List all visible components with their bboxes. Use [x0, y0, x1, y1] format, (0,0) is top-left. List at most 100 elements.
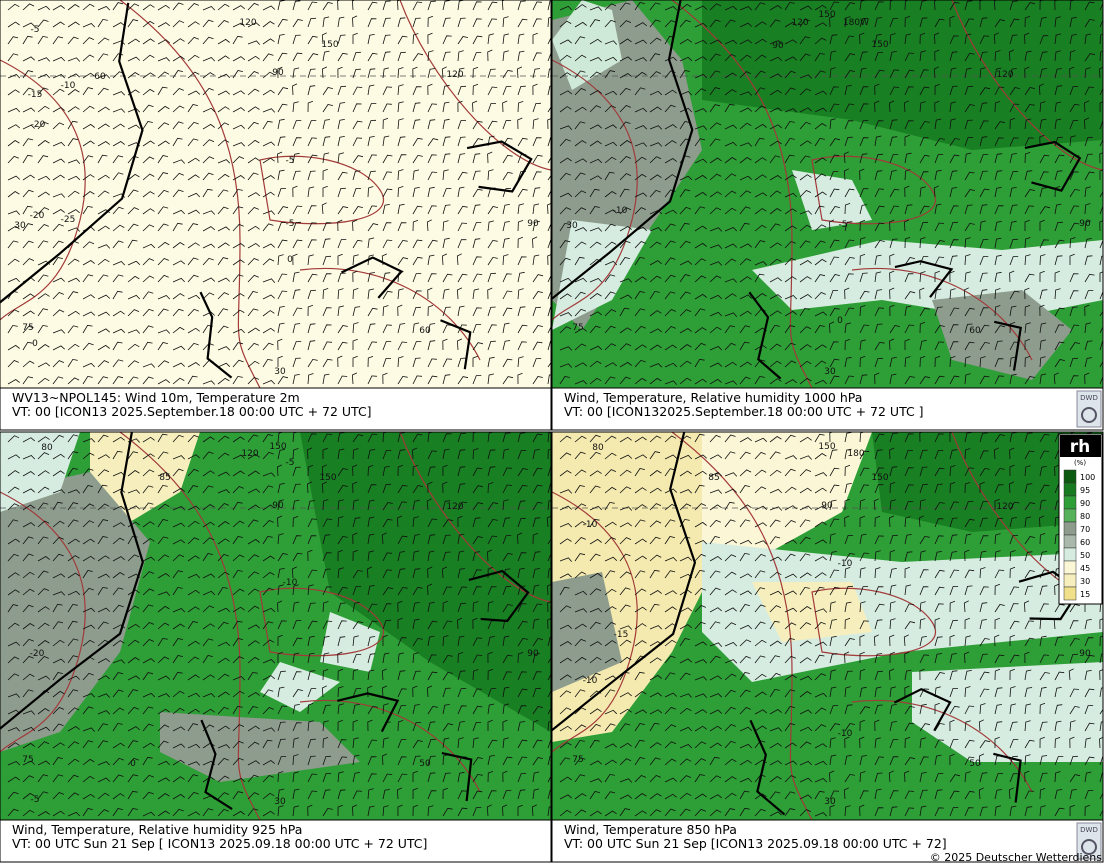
legend-swatch — [1064, 483, 1076, 496]
contour-label: 90 — [821, 501, 833, 511]
contour-label: 150 — [818, 442, 835, 452]
contour-label: 90 — [527, 219, 539, 229]
contour-label: 0 — [130, 759, 136, 769]
contour-label: 30 — [824, 797, 836, 807]
contour-label: 180 — [847, 449, 864, 459]
legend-tick: 70 — [1080, 525, 1090, 534]
contour-label: -5 — [286, 219, 295, 229]
contour-label: 150 — [871, 40, 888, 50]
contour-label: 150 — [321, 40, 338, 50]
contour-label: 30 — [274, 367, 286, 377]
contour-label: 75 — [22, 323, 33, 333]
contour-label: 0 — [837, 316, 843, 326]
legend-tick: 100 — [1080, 473, 1095, 482]
legend-swatch — [1064, 535, 1076, 548]
contour-label: 50 — [419, 759, 431, 769]
contour-label: 90 — [772, 41, 784, 51]
contour-label: -10 — [283, 578, 298, 588]
contour-label: 90 — [1079, 219, 1091, 229]
contour-label: -25 — [61, 215, 76, 225]
map-area — [0, 0, 558, 388]
caption-line: VT: 00 UTC Sun 21 Sep [ICON13 2025.09.18… — [564, 836, 947, 851]
map-area — [552, 431, 1104, 820]
legend-tick: 30 — [1080, 577, 1090, 586]
contour-label: -5 — [839, 220, 848, 230]
contour-label: 80 — [592, 443, 604, 453]
contour-label: -10 — [838, 729, 853, 739]
contour-label: 80 — [41, 443, 53, 453]
legend-tick: 60 — [1080, 538, 1090, 547]
contour-label: -10 — [613, 206, 628, 216]
contour-label: 0 — [32, 339, 38, 349]
contour-label: 60 — [419, 326, 431, 336]
legend-swatch — [1064, 587, 1076, 600]
legend-swatch — [1064, 496, 1076, 509]
legend-unit: (%) — [1074, 459, 1086, 467]
legend-tick: 15 — [1080, 590, 1090, 599]
contour-label: -5 — [31, 25, 40, 35]
legend-swatch — [1064, 470, 1076, 483]
contour-label: 60 — [969, 326, 981, 336]
legend-tick: 45 — [1080, 564, 1090, 573]
contour-label: -15 — [28, 90, 43, 100]
contour-label: -5 — [286, 458, 295, 468]
contour-label: -10 — [583, 520, 598, 530]
contour-label: 0 — [287, 255, 293, 265]
caption-line: Wind, Temperature, Relative humidity 100… — [564, 390, 862, 405]
humidity-area — [0, 0, 551, 388]
contour-label: 85 — [159, 473, 170, 483]
caption-line: WV13~NPOL145: Wind 10m, Temperature 2m — [12, 390, 300, 405]
legend-tick: 80 — [1080, 512, 1090, 521]
contour-label: 50 — [969, 759, 981, 769]
legend-swatch — [1064, 522, 1076, 535]
logo-text: DWD — [1080, 826, 1098, 834]
contour-label: -20 — [30, 211, 45, 221]
contour-label: 120 — [791, 18, 808, 28]
contour-label: 90 — [272, 501, 284, 511]
legend-tick: 50 — [1080, 551, 1090, 560]
legend-tick: 95 — [1080, 486, 1090, 495]
contour-label: 30 — [824, 367, 836, 377]
contour-label: 30 — [566, 221, 578, 231]
contour-label: 90 — [272, 68, 284, 78]
map-panel: WV13~NPOL145: Wind 10m, Temperature 2mVT… — [0, 0, 558, 430]
contour-label: 150 — [269, 442, 286, 452]
contour-label: -5 — [286, 156, 295, 166]
legend-swatch — [1064, 509, 1076, 522]
map-area — [0, 431, 558, 820]
contour-label: -20 — [30, 649, 45, 659]
contour-label: 150 — [818, 10, 835, 20]
contour-label: -10 — [583, 676, 598, 686]
legend-swatch — [1064, 548, 1076, 561]
caption-line: Wind, Temperature 850 hPa — [564, 822, 737, 837]
contour-label: 90 — [1079, 649, 1091, 659]
caption-line: VT: 00 [ICON13 2025.September.18 00:00 U… — [12, 404, 372, 419]
contour-label: 120 — [446, 70, 463, 80]
logo-text: DWD — [1080, 394, 1098, 402]
map-panel: Wind, Temperature, Relative humidity 100… — [551, 0, 1104, 430]
contour-label: 150 — [871, 473, 888, 483]
contour-label: 120 — [241, 449, 258, 459]
contour-label: 30 — [14, 221, 26, 231]
copyright: © 2025 Deutscher Wetterdiens — [930, 851, 1103, 864]
contour-label: -10 — [61, 81, 76, 91]
legend-title: rh — [1070, 437, 1091, 457]
contour-label: 75 — [572, 755, 583, 765]
contour-label: -10 — [838, 559, 853, 569]
contour-label: -15 — [614, 630, 629, 640]
caption-line: VT: 00 UTC Sun 21 Sep [ ICON13 2025.09.1… — [12, 836, 427, 851]
contour-label: 85 — [708, 473, 719, 483]
legend-swatch — [1064, 561, 1076, 574]
caption-line: Wind, Temperature, Relative humidity 925… — [12, 822, 302, 837]
caption-line: VT: 00 [ICON132025.September.18 00:00 UT… — [564, 404, 924, 419]
legend-tick: 90 — [1080, 499, 1090, 508]
contour-label: -5 — [31, 795, 40, 805]
contour-label: 75 — [22, 755, 33, 765]
contour-label: 150 — [319, 473, 336, 483]
contour-label: -20 — [31, 120, 46, 130]
legend: rh (%) 100 95 90 80 70 60 50 45 30 15 — [1059, 434, 1102, 604]
contour-label: 180W — [843, 18, 869, 28]
contour-label: 30 — [274, 797, 286, 807]
contour-label: 120 — [239, 18, 256, 28]
